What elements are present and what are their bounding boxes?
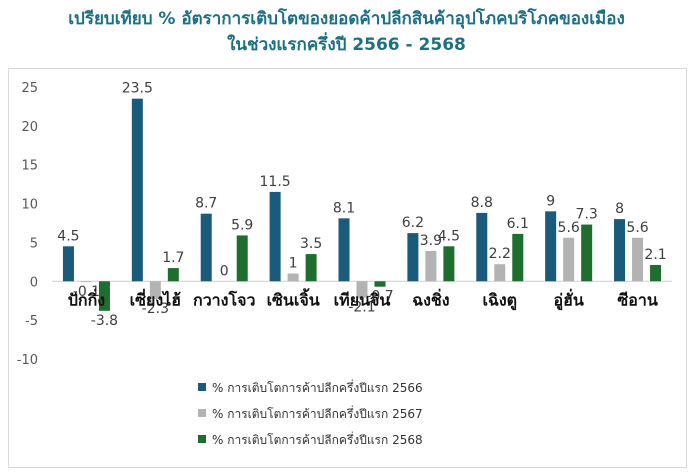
bar-series-2: [149, 281, 161, 300]
data-label: 9: [546, 193, 555, 209]
chart-title: เปรียบเทียบ % อัตราการเติบโตของยอดค้าปลี…: [0, 6, 693, 58]
data-label: 7.3: [576, 207, 598, 223]
data-label: 3.9: [420, 233, 442, 249]
data-label: 2.2: [489, 246, 511, 262]
data-label: 8.7: [195, 196, 217, 212]
bar-series-3: [512, 233, 524, 282]
data-label: -3.8: [91, 313, 118, 329]
x-category-label: เฉิงตู: [482, 290, 517, 311]
x-category-label: ฉงชิ่ง: [412, 288, 449, 309]
y-tick-label: -10: [17, 353, 38, 368]
data-label: 8.8: [471, 195, 493, 211]
data-label: 0: [220, 263, 229, 279]
data-label: 1: [289, 256, 298, 272]
data-label: 6.2: [402, 215, 424, 231]
x-category-label: เซินเจิ้น: [267, 287, 320, 309]
data-label: 8.1: [333, 200, 355, 216]
legend-swatch: [198, 435, 206, 443]
data-label: 4.5: [57, 228, 79, 244]
bar-series-2: [425, 250, 437, 282]
data-label: 11.5: [260, 174, 291, 190]
x-category-label: ปักกิ่ง: [68, 288, 105, 309]
x-category-label: กวางโจว: [193, 289, 255, 309]
legend-swatch: [198, 383, 206, 391]
bar-series-2: [563, 237, 575, 282]
bar-series-2: [287, 273, 299, 282]
bar-series-3: [305, 254, 317, 282]
x-category-label: ซีอาน: [617, 290, 657, 309]
bar-series-1: [614, 219, 626, 282]
data-label: 3.5: [300, 236, 322, 252]
x-category-label: เซี่ยงไฮ้: [130, 288, 181, 309]
legend-swatch: [198, 409, 206, 417]
bar-series-1: [545, 211, 557, 282]
data-label: 5.6: [558, 220, 580, 236]
y-tick-label: 0: [30, 275, 38, 290]
legend-label: % การเติบโตการค้าปลีกครึ่งปีแรก 2568: [212, 431, 423, 447]
data-label: 23.5: [122, 81, 153, 97]
y-tick-label: 20: [21, 120, 38, 135]
legend-label: % การเติบโตการค้าปลีกครึ่งปีแรก 2567: [212, 405, 423, 421]
bar-series-3: [98, 281, 110, 311]
bar-series-1: [407, 233, 419, 282]
data-label: 2.1: [644, 247, 666, 263]
data-label: 5.9: [231, 217, 253, 233]
bar-series-3: [650, 264, 662, 282]
data-label: -0.7: [366, 289, 393, 305]
chart-title-line-1: เปรียบเทียบ % อัตราการเติบโตของยอดค้าปลี…: [68, 9, 625, 29]
legend-label: % การเติบโตการค้าปลีกครึ่งปีแรก 2566: [212, 379, 423, 395]
y-tick-label: 10: [21, 198, 38, 213]
y-tick-label: -5: [25, 314, 38, 329]
bar-series-1: [476, 212, 488, 282]
data-label: -2.3: [142, 301, 169, 317]
data-label: 4.5: [438, 228, 460, 244]
data-label: 8: [615, 201, 624, 217]
chart-title-line-2: ในช่วงแรกครึ่งปี 2566 - 2568: [227, 35, 466, 55]
bar-series-3: [236, 235, 248, 282]
y-tick-label: 5: [30, 236, 38, 251]
bar-series-3: [374, 281, 386, 287]
data-label: 5.6: [626, 220, 648, 236]
bar-series-3: [167, 268, 179, 282]
bar-series-3: [443, 246, 455, 282]
bar-series-3: [581, 224, 593, 282]
x-category-label: อู่ฮั่น: [554, 288, 584, 311]
data-label: 1.7: [162, 250, 184, 266]
bar-series-1: [131, 98, 143, 282]
data-label: 6.1: [507, 216, 529, 232]
bar-series-2: [494, 264, 506, 282]
data-label: -0.1: [73, 284, 100, 300]
bar-series-1: [269, 191, 281, 282]
bar-series-1: [62, 246, 74, 282]
y-tick-label: 25: [21, 81, 38, 96]
bar-series-1: [338, 218, 350, 282]
bar-series-2: [356, 281, 368, 298]
bar-series-1: [200, 213, 212, 282]
y-tick-label: 15: [21, 159, 38, 174]
data-label: -2.1: [348, 300, 375, 316]
bar-series-2: [632, 237, 644, 282]
x-category-label: เทียนจิน: [334, 290, 391, 309]
bar-series-2: [80, 281, 92, 283]
